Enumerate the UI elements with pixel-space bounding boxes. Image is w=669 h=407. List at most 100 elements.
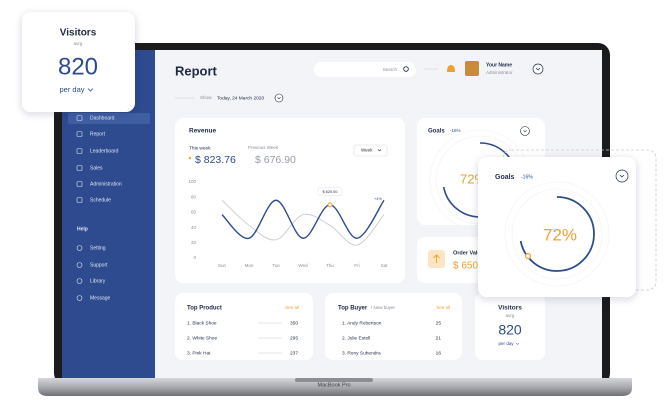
y-tick-label: 0 [193,255,196,260]
bell-icon[interactable] [447,65,455,72]
goals-title: Goals [428,129,445,135]
order-title: Order Value [453,250,484,256]
row-value: 16 [436,350,442,356]
line [221,199,385,246]
menu-item[interactable]: Sales [90,165,103,171]
row-name: 3. Rony Suhendra [342,350,381,356]
search-box[interactable] [314,62,416,77]
point [327,202,333,208]
laptop-notch [295,378,373,382]
order-value: $ 650 [453,261,478,272]
user-role: Administrator [486,70,513,75]
menu-item[interactable]: Dashboard [90,115,115,121]
x-tick-label: Sat [381,263,389,268]
menu-icon [76,181,83,187]
top-buyer-title: Top Buyer [338,306,368,312]
goals-menu[interactable] [520,126,530,136]
row-value: 21 [436,335,442,341]
row-name: 3. Pink Hat [187,350,211,356]
menu-item[interactable]: Schedule [90,197,111,203]
menu-item[interactable]: Library [90,278,106,284]
y-tick-label: 60 [191,210,197,215]
row-value: 237 [290,350,298,356]
revenue-title: Revenue [189,128,216,135]
goals-popup-title: Goals [495,174,515,181]
avatar[interactable] [465,61,479,76]
x-tick-label: Thu [326,263,334,268]
product-list: 1. Black Shoe 350 2. White Shoe 295 3. Pink … [187,320,298,356]
visitors-small-card [475,293,545,360]
goals-change: -16% [450,128,461,133]
x-tick-label: Fri [354,263,359,268]
menu-item[interactable]: Setting [90,245,106,251]
y-tick-label: 20 [191,240,197,245]
goals-popup-ring [519,196,595,272]
menu-icon [76,115,83,121]
menu-icon [76,262,83,268]
visitors-card-value: 820 [58,53,98,80]
menu-icon [76,131,83,137]
top-buyer-subtitle: / New buyer [371,305,396,310]
goals-popup-change: -16% [521,174,533,180]
row-value: 350 [290,320,298,326]
menu-icon [76,148,83,154]
row-name: 1. Black Shoe [187,320,217,326]
row-value: 295 [290,335,298,341]
visitors-card-title: Visitors [60,28,97,39]
row-name: 2. Julie Estell [342,335,370,341]
laptop-base [38,378,632,396]
search-placeholder: Search [383,67,398,72]
previous-week-value: $ 676.90 [255,154,296,166]
menu-active[interactable] [68,113,150,124]
menu-item[interactable]: Report [90,131,106,137]
show-label: Show: [200,95,213,100]
visitors-subtitle: avrg [506,313,515,318]
goals-popup-menu[interactable] [615,169,629,183]
top-product-card [175,293,313,360]
tooltip: $ 620.00 [323,190,338,194]
x-tick-label: Tue [272,263,280,268]
goals-popup-percent: 72% [543,225,577,244]
row-name: 2. White Shoe [187,335,217,341]
help-title: Help [77,226,88,232]
previous-week-label: Previous Week [248,145,279,150]
menu-item[interactable]: Leaderboard [90,148,119,154]
y-tick-label: 80 [191,194,197,199]
line [221,199,385,239]
top-product-title: Top Product [187,306,222,312]
y-tick-label: 100 [188,179,196,184]
visitors-period: per day [498,341,514,346]
buyer-list: 1. Andy Robertson 25 2. Julie Estell 21 3. R… [342,320,441,356]
page-title: Report [175,63,218,78]
menu-icon [76,165,83,171]
see-all[interactable]: See all [436,305,450,310]
user-name: Your Name [486,62,512,68]
menu-icon [76,197,83,203]
revenue-chart: 0 20 40 60 80 100 Sun Mon Tue Wed Thu Fri Sat $ 620.0… [188,179,388,268]
menu-icon [76,295,83,301]
row-value: 25 [436,320,442,326]
visitors-card-subtitle: avrg [74,41,83,46]
menu: Dashboard Report Leaderboard Sales Administr… [76,115,122,301]
revenue-card [175,118,405,283]
menu-item[interactable]: Administration [90,181,122,187]
date: Today, 24 March 2020 [217,95,264,101]
visitors-value: 820 [498,322,522,338]
visitors-card [22,12,135,112]
menu-item[interactable]: Support [90,262,108,268]
x-tick-label: Wed [298,263,308,268]
goals-popup [478,157,636,297]
laptop-label: MacBook Pro [317,382,350,388]
this-week-label: This week [189,145,211,151]
x-tick-label: Sun [218,263,227,268]
period-select[interactable] [353,144,388,157]
top-buyer-card [325,293,462,360]
search-icon[interactable] [403,66,409,72]
user-menu[interactable] [532,63,544,75]
date-picker[interactable] [274,93,284,103]
see-all[interactable]: See all [285,305,299,310]
menu-icon [76,245,83,251]
menu-item[interactable]: Message [90,295,111,301]
this-week-value: $ 823.76 [195,154,236,166]
